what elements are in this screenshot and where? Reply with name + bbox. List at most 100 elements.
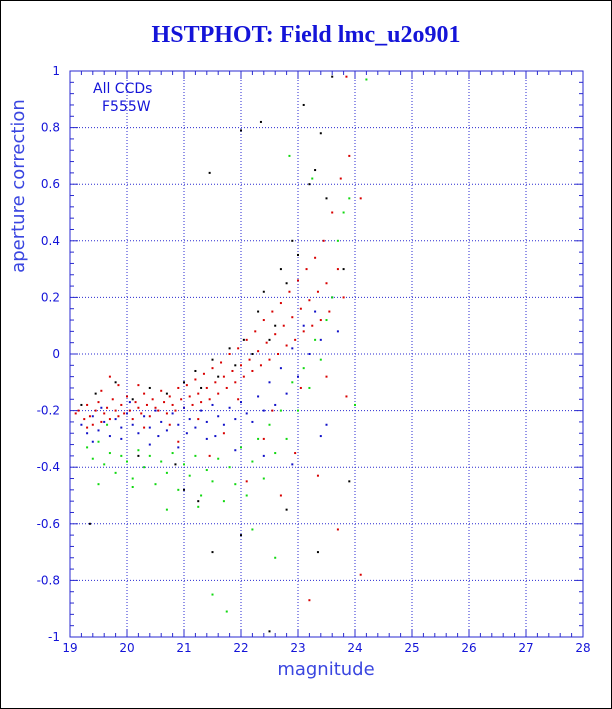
data-point xyxy=(319,319,322,322)
data-point xyxy=(331,75,334,78)
x-tick-label: 20 xyxy=(119,641,134,655)
data-point xyxy=(248,358,251,361)
annotation-ccds: All CCDs xyxy=(93,81,152,97)
data-point xyxy=(277,353,280,355)
data-point xyxy=(174,463,177,466)
data-point xyxy=(325,423,328,426)
y-tick-labels: -1 -0.8 -0.6 -0.4 -0.2 0 0.2 0.4 0.6 0.8 1 xyxy=(37,64,60,644)
data-point xyxy=(108,375,111,378)
data-point xyxy=(308,386,311,389)
data-point xyxy=(245,412,248,415)
data-point xyxy=(165,429,168,432)
data-point xyxy=(183,463,185,466)
data-point xyxy=(86,403,89,406)
data-point xyxy=(205,420,208,423)
data-point xyxy=(165,392,168,395)
data-point xyxy=(191,403,194,406)
data-point xyxy=(288,290,291,293)
data-point xyxy=(137,384,140,387)
data-point xyxy=(302,103,305,106)
data-point xyxy=(282,324,285,327)
data-point xyxy=(137,449,140,452)
data-point xyxy=(245,480,248,483)
data-point xyxy=(168,395,171,398)
data-point xyxy=(157,409,160,412)
data-point xyxy=(251,420,254,423)
y-tick-label: 0.8 xyxy=(41,121,60,135)
data-point xyxy=(91,457,94,460)
data-point xyxy=(234,483,237,486)
data-point xyxy=(342,268,345,271)
data-point xyxy=(359,573,362,576)
data-point xyxy=(268,338,271,341)
x-tick-label: 26 xyxy=(461,641,476,655)
data-point xyxy=(308,183,311,186)
data-point xyxy=(285,437,288,440)
data-point xyxy=(148,443,151,446)
data-point xyxy=(165,412,168,415)
data-point xyxy=(202,372,205,375)
data-point xyxy=(214,435,217,438)
data-point xyxy=(319,435,322,438)
data-point xyxy=(120,454,123,457)
data-point xyxy=(120,403,123,406)
data-point xyxy=(106,406,109,409)
data-point xyxy=(154,409,157,412)
data-point xyxy=(148,386,151,389)
data-point xyxy=(174,409,177,412)
data-point xyxy=(274,324,277,327)
data-point xyxy=(297,409,299,412)
data-point xyxy=(262,437,265,440)
y-axis-label: aperture correction xyxy=(8,99,29,273)
x-tick-label: 22 xyxy=(233,641,248,655)
data-point xyxy=(222,500,225,503)
x-tick-label: 19 xyxy=(62,641,77,655)
data-point xyxy=(177,423,180,426)
data-point xyxy=(314,256,317,259)
data-point xyxy=(319,132,322,135)
data-point xyxy=(114,381,117,384)
x-tick-label: 21 xyxy=(176,641,191,655)
data-point xyxy=(148,454,151,457)
data-point xyxy=(268,630,271,633)
data-point xyxy=(211,480,214,483)
data-point xyxy=(228,406,231,409)
data-point xyxy=(108,452,111,455)
data-point xyxy=(271,310,274,313)
data-point xyxy=(294,452,297,455)
data-point xyxy=(268,358,271,361)
data-point xyxy=(208,171,211,174)
data-point xyxy=(285,282,288,285)
data-point xyxy=(302,367,305,370)
data-point xyxy=(100,406,103,409)
data-point xyxy=(128,401,131,404)
data-point xyxy=(197,500,200,503)
data-point xyxy=(299,307,302,310)
data-point xyxy=(234,381,237,384)
data-point xyxy=(257,310,260,313)
data-point xyxy=(114,471,117,474)
data-point xyxy=(297,279,299,282)
data-point xyxy=(308,599,311,602)
data-point xyxy=(262,319,265,322)
data-point xyxy=(188,395,191,398)
data-point xyxy=(111,398,114,401)
data-point xyxy=(188,474,191,477)
data-point xyxy=(205,386,208,389)
data-point xyxy=(316,551,319,554)
data-point xyxy=(205,437,208,440)
data-point xyxy=(197,418,200,421)
data-point xyxy=(354,403,356,406)
data-point xyxy=(108,435,111,438)
data-point xyxy=(262,409,265,412)
data-point xyxy=(259,120,262,123)
data-point xyxy=(200,401,203,404)
data-point xyxy=(183,381,185,384)
data-point xyxy=(200,409,203,412)
data-point xyxy=(328,310,331,313)
data-point xyxy=(123,412,126,415)
data-point xyxy=(225,610,228,613)
data-point xyxy=(257,350,260,353)
data-point xyxy=(308,299,311,302)
data-point xyxy=(336,528,339,531)
